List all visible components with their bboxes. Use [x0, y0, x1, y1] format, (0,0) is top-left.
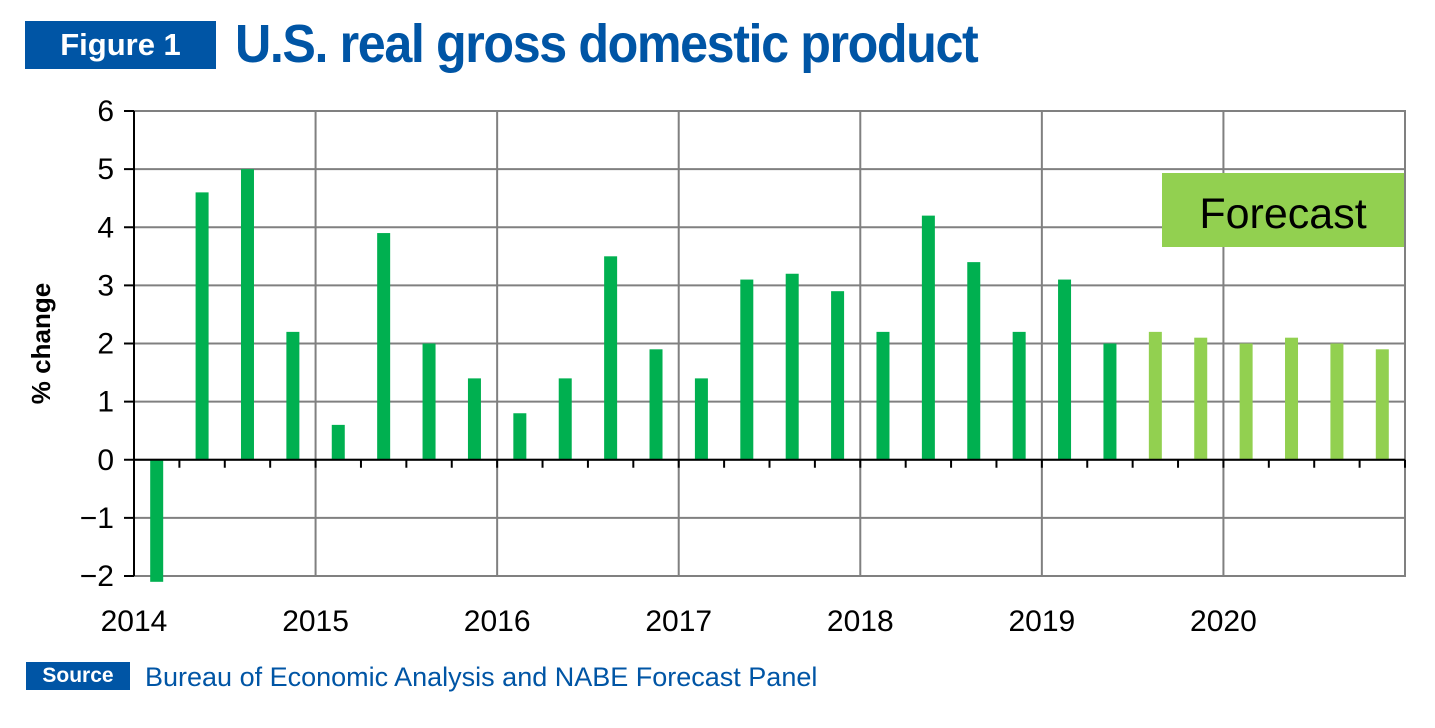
chart-title: U.S. real gross domestic product: [235, 14, 979, 74]
forecast-bar: [1239, 343, 1253, 460]
x-year-label: 2019: [1008, 605, 1075, 638]
actual-bar: [604, 256, 618, 460]
actual-bar: [195, 192, 209, 460]
forecast-bar: [1194, 337, 1208, 460]
y-tick-label: 0: [97, 444, 114, 477]
figure-label: Figure 1: [25, 21, 216, 69]
y-tick-label: 5: [97, 153, 114, 186]
x-year-label: 2014: [101, 605, 168, 638]
x-year-label: 2017: [645, 605, 712, 638]
actual-bar: [240, 169, 254, 460]
actual-bar: [649, 349, 663, 460]
actual-bar: [513, 413, 527, 460]
y-axis-title: % change: [26, 283, 56, 404]
y-tick-label: 1: [97, 386, 114, 419]
source-label: Source: [26, 662, 130, 690]
source-text: Bureau of Economic Analysis and NABE For…: [145, 662, 818, 692]
actual-bar: [921, 215, 935, 460]
forecast-annotation-label: Forecast: [1199, 190, 1366, 238]
actual-bar: [1103, 343, 1117, 460]
actual-bar: [785, 273, 799, 460]
actual-bar: [558, 378, 572, 460]
forecast-bar: [1285, 337, 1299, 460]
y-tick-label: −2: [80, 560, 114, 593]
x-year-label: 2020: [1190, 605, 1257, 638]
actual-bar: [740, 279, 754, 460]
x-year-label: 2015: [282, 605, 349, 638]
actual-bar: [694, 378, 708, 460]
actual-bar: [286, 331, 300, 460]
forecast-bar: [1330, 343, 1344, 460]
actual-bar: [331, 424, 345, 460]
y-tick-label: 2: [97, 328, 114, 361]
actual-bar: [967, 262, 981, 460]
actual-bar: [467, 378, 481, 460]
actual-bar: [150, 459, 164, 582]
y-tick-label: −1: [80, 502, 114, 535]
y-tick-label: 3: [97, 269, 114, 302]
y-tick-label: 6: [97, 95, 114, 128]
x-year-label: 2016: [464, 605, 531, 638]
actual-bar: [1058, 279, 1072, 460]
x-year-label: 2018: [827, 605, 894, 638]
forecast-bar: [1148, 331, 1162, 460]
actual-bar: [1012, 331, 1026, 460]
actual-bar: [876, 331, 890, 460]
forecast-annotation-box: [1162, 173, 1404, 247]
actual-bar: [422, 343, 436, 460]
actual-bar: [377, 233, 391, 460]
actual-bar: [831, 291, 845, 460]
y-tick-label: 4: [97, 211, 114, 244]
forecast-bar: [1375, 349, 1389, 460]
